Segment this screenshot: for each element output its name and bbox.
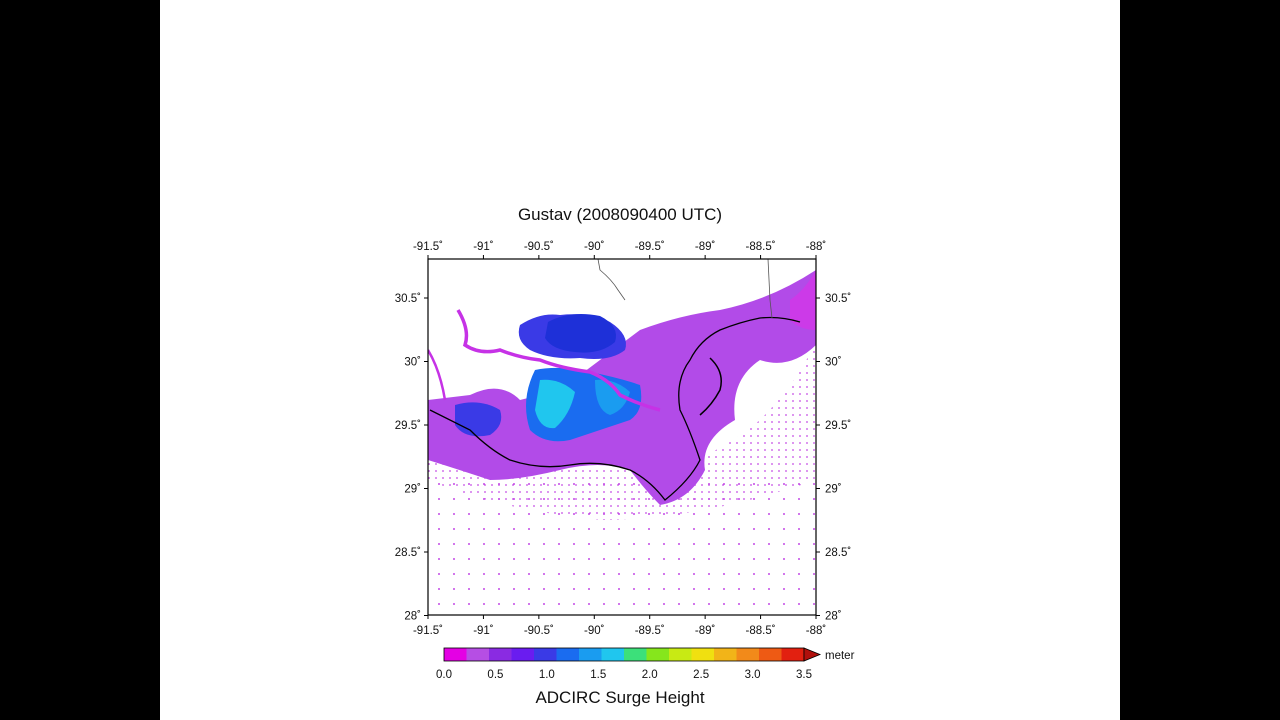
colorbar-swatch — [714, 648, 737, 661]
surge-east — [790, 270, 816, 330]
lon-label-bottom: -90˚ — [584, 625, 604, 637]
lat-label-left: 30.5˚ — [395, 293, 421, 305]
map-title: Gustav (2008090400 UTC) — [517, 205, 723, 224]
colorbar-swatch — [579, 648, 602, 661]
colorbar-swatch — [759, 648, 782, 661]
state-border — [597, 259, 626, 301]
lat-label-right: 28.5˚ — [825, 547, 851, 559]
lat-label-left: 29˚ — [404, 484, 421, 496]
lon-label-top: -89.5˚ — [635, 241, 665, 253]
colorbar-label: 3.5 — [796, 669, 812, 681]
atchafalaya-river — [428, 349, 447, 401]
surge-west — [455, 402, 502, 437]
lon-label-bottom: -90.5˚ — [524, 625, 554, 637]
mississippi-river — [456, 309, 661, 412]
lat-label-right: 30˚ — [825, 357, 842, 369]
coastline — [429, 316, 801, 501]
colorbar-swatch — [466, 648, 490, 661]
colorbar-swatch — [781, 648, 805, 661]
lon-label-top: -90.5˚ — [524, 241, 554, 253]
lat-label-left: 28˚ — [404, 611, 421, 623]
colorbar-label: 0.5 — [487, 669, 503, 681]
lat-label-left: 30˚ — [404, 357, 421, 369]
lon-label-top: -91.5˚ — [413, 241, 443, 253]
colorbar-swatch — [736, 648, 760, 661]
surge-field — [428, 259, 816, 615]
lat-label-right: 28˚ — [825, 611, 842, 623]
colorbar-swatch — [624, 648, 647, 661]
lon-label-bottom: -91˚ — [473, 625, 493, 637]
colorbar-label: 1.5 — [590, 669, 606, 681]
colorbar-label: 2.5 — [693, 669, 709, 681]
lon-label-top: -91˚ — [473, 241, 493, 253]
colorbar-swatch — [669, 648, 692, 661]
colorbar-over-arrow — [803, 647, 822, 662]
colorbar: 0.0 0.5 1.0 1.5 2.0 2.5 3.0 3.5 meter — [436, 647, 855, 681]
lat-label-right: 30.5˚ — [825, 293, 851, 305]
map-frame — [427, 258, 817, 616]
lon-label-bottom: -88˚ — [806, 625, 826, 637]
colorbar-swatch — [511, 648, 535, 661]
colorbar-swatch — [646, 648, 670, 661]
colorbar-swatch — [691, 648, 715, 661]
lon-label-bottom: -88.5˚ — [746, 625, 776, 637]
lat-label-right: 29˚ — [825, 484, 842, 496]
lon-label-top: -90˚ — [584, 241, 604, 253]
chandeleur-islands — [699, 357, 722, 416]
axis-ticks: -91.5˚ -91.5˚ -91˚ -91˚ -90.5˚ -90.5˚ -90˚ -90˚… — [395, 241, 851, 637]
colorbar-label: 1.0 — [539, 669, 555, 681]
lon-label-top: -88˚ — [806, 241, 826, 253]
colorbar-title: ADCIRC Surge Height — [535, 688, 705, 707]
lon-label-top: -88.5˚ — [746, 241, 776, 253]
colorbar-label: 2.0 — [642, 669, 658, 681]
colorbar-label: 3.0 — [745, 669, 761, 681]
lon-label-bottom: -89.5˚ — [635, 625, 665, 637]
state-border-ms-al — [767, 259, 773, 319]
surge-cyan — [535, 379, 575, 429]
colorbar-swatch — [489, 648, 512, 661]
colorbar-label: 0.0 — [436, 669, 452, 681]
colorbar-unit: meter — [825, 650, 855, 662]
colorbar-swatch — [444, 648, 467, 661]
lat-label-right: 29.5˚ — [825, 420, 851, 432]
surge-lake-core — [545, 314, 616, 353]
lon-label-bottom: -89˚ — [695, 625, 715, 637]
lon-label-top: -89˚ — [695, 241, 715, 253]
colorbar-swatch — [556, 648, 580, 661]
lat-label-left: 29.5˚ — [395, 420, 421, 432]
lat-label-left: 28.5˚ — [395, 547, 421, 559]
lon-label-bottom: -91.5˚ — [413, 625, 443, 637]
colorbar-swatch — [601, 648, 625, 661]
surge-mid-east — [595, 379, 630, 415]
colorbar-swatch — [534, 648, 557, 661]
